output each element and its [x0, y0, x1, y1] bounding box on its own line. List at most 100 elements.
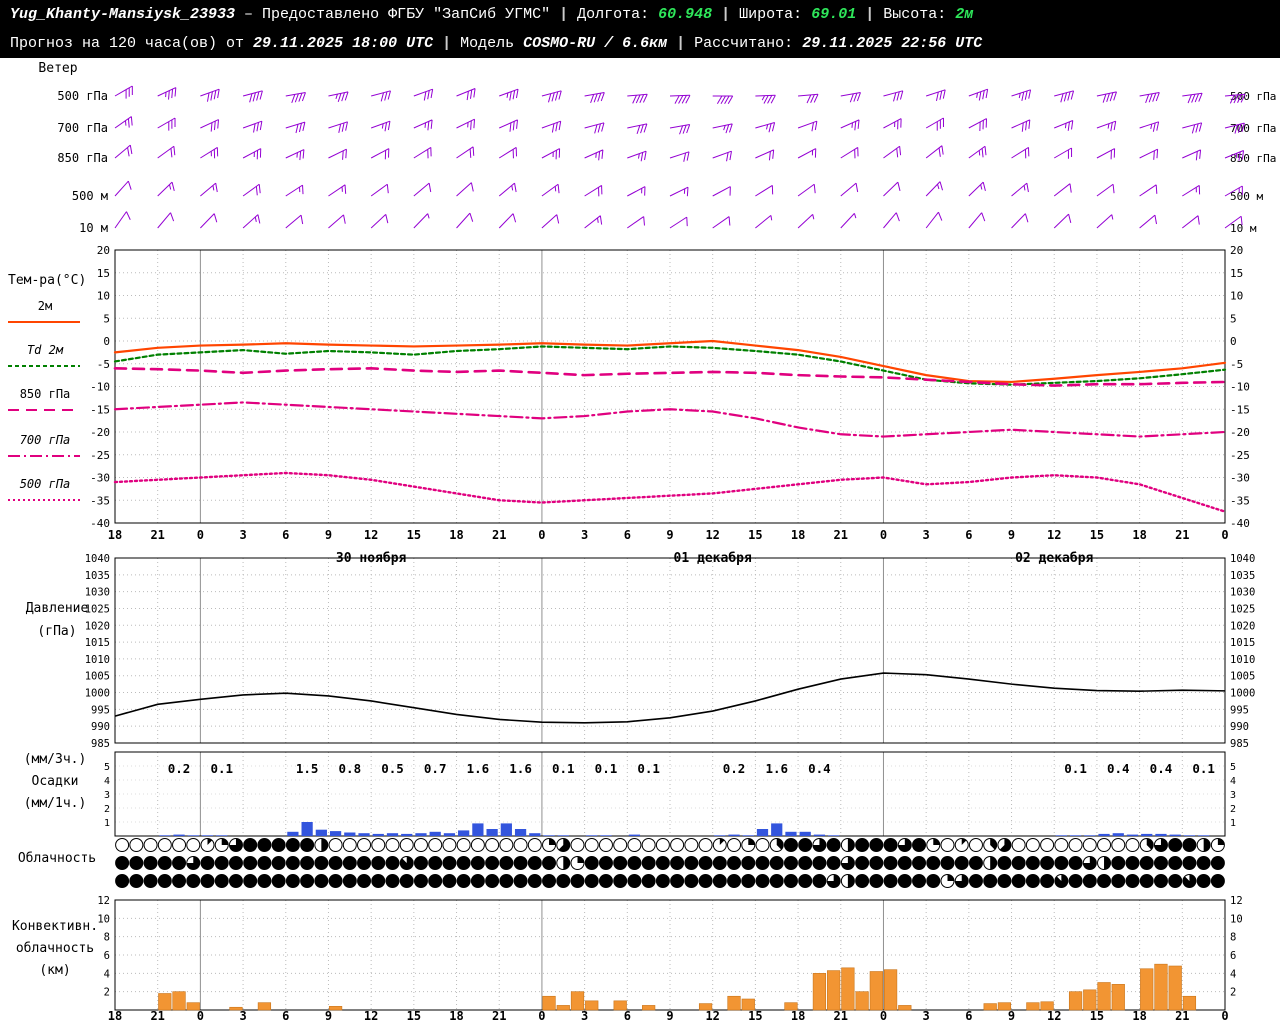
svg-text:15: 15	[1090, 1009, 1104, 1023]
svg-text:-30: -30	[90, 472, 110, 485]
svg-text:4: 4	[1230, 968, 1236, 980]
svg-text:2: 2	[104, 987, 110, 999]
svg-text:1.5: 1.5	[296, 761, 319, 776]
svg-text:0.4: 0.4	[808, 761, 831, 776]
svg-text:0.7: 0.7	[424, 761, 447, 776]
svg-text:500 м: 500 м	[72, 189, 108, 203]
svg-text:6: 6	[624, 528, 631, 542]
longitude-value: 60.948	[658, 6, 713, 23]
svg-text:6: 6	[282, 1009, 289, 1023]
svg-text:4: 4	[104, 776, 110, 787]
svg-text:1025: 1025	[85, 603, 110, 615]
altitude-value: 2м	[955, 6, 974, 23]
svg-text:12: 12	[1047, 528, 1061, 542]
svg-text:20: 20	[97, 244, 110, 257]
svg-text:1015: 1015	[85, 637, 110, 649]
svg-text:1035: 1035	[85, 570, 110, 582]
svg-text:15: 15	[748, 1009, 762, 1023]
svg-text:2: 2	[1230, 804, 1236, 815]
latitude-value: 69.01	[811, 6, 857, 23]
svg-text:5: 5	[103, 312, 110, 325]
time-axis-bottom: 18 21 0 3 6 9 12 15 18 21 0 3 6 9 12 15 18 21 0 3 6 9 12 15 18 21…	[108, 1009, 1229, 1023]
svg-text:4: 4	[104, 968, 110, 980]
svg-text:(мм/1ч.): (мм/1ч.)	[24, 796, 87, 811]
svg-text:-15: -15	[1230, 403, 1250, 416]
svg-text:500 гПа: 500 гПа	[20, 477, 71, 491]
header: Yug_Khanty-Mansiysk_23933 – Предоставлен…	[0, 0, 1280, 58]
svg-text:9: 9	[1008, 528, 1015, 542]
svg-text:0: 0	[880, 528, 887, 542]
svg-text:5: 5	[1230, 762, 1236, 773]
svg-text:1040: 1040	[1230, 553, 1255, 565]
svg-text:3: 3	[581, 1009, 588, 1023]
svg-text:500 м: 500 м	[1230, 190, 1263, 203]
svg-text:-10: -10	[90, 381, 110, 394]
calculated-label: Рассчитано:	[694, 35, 794, 52]
svg-text:9: 9	[1008, 1009, 1015, 1023]
time-axis-middle: 18 21 0 3 6 9 12 15 18 21 0 3 6 9 12 15 18 21 0 3 6 9 12 15 18 21…	[108, 528, 1229, 566]
svg-text:3: 3	[239, 1009, 246, 1023]
separator: |	[442, 35, 452, 52]
svg-text:(мм/3ч.): (мм/3ч.)	[24, 752, 87, 767]
svg-text:9: 9	[666, 528, 673, 542]
svg-text:0: 0	[1221, 528, 1228, 542]
svg-text:10 м: 10 м	[79, 221, 108, 235]
svg-text:1.6: 1.6	[467, 761, 490, 776]
svg-text:12: 12	[1230, 895, 1243, 907]
svg-text:18: 18	[108, 528, 122, 542]
temperature-panel: 20 20 15 15 10 10 5 5 0 0 -5 -5 -10 -10 -15 -15 -20 -20 -2…	[90, 244, 1250, 530]
svg-text:Давление: Давление	[26, 601, 89, 616]
svg-text:4: 4	[1230, 776, 1236, 787]
svg-text:0.4: 0.4	[1107, 761, 1130, 776]
svg-text:500 гПа: 500 гПа	[1230, 90, 1276, 103]
svg-text:21: 21	[834, 1009, 848, 1023]
longitude-label: Долгота:	[577, 6, 650, 23]
svg-text:700 гПа: 700 гПа	[1230, 122, 1276, 135]
svg-text:5: 5	[1230, 312, 1237, 325]
svg-text:10: 10	[97, 290, 110, 303]
svg-text:500 гПа: 500 гПа	[57, 89, 108, 103]
header-line-2: Прогноз на 120 часа(ов) от 29.11.2025 18…	[0, 29, 1280, 58]
svg-text:-35: -35	[90, 494, 110, 507]
svg-text:12: 12	[97, 895, 110, 907]
convective-panel: 12 12 10 10 8 8 6 6 4 4 2 2 Конвективн. облачность (км…	[12, 895, 1243, 1011]
svg-text:9: 9	[325, 1009, 332, 1023]
altitude-label: Высота:	[883, 6, 947, 23]
svg-text:12: 12	[364, 528, 378, 542]
svg-text:1: 1	[1230, 818, 1236, 829]
svg-text:995: 995	[91, 704, 110, 716]
svg-text:Td 2м: Td 2м	[27, 343, 64, 357]
svg-text:1010: 1010	[1230, 654, 1255, 666]
svg-text:9: 9	[666, 1009, 673, 1023]
model-name: COSMO-RU / 6.6км	[523, 35, 668, 52]
svg-text:8: 8	[1230, 932, 1236, 944]
svg-text:3: 3	[1230, 790, 1236, 801]
svg-text:21: 21	[834, 528, 848, 542]
svg-text:3: 3	[923, 1009, 930, 1023]
svg-text:1010: 1010	[85, 654, 110, 666]
svg-text:3: 3	[239, 528, 246, 542]
temperature-legend: Тем-ра(°C) 2м Td 2м 850 гПа 700 гПа 500 гПа	[8, 273, 86, 501]
svg-text:6: 6	[1230, 950, 1236, 962]
svg-text:18: 18	[1132, 1009, 1146, 1023]
svg-text:6: 6	[104, 950, 110, 962]
svg-text:Облачность: Облачность	[18, 851, 96, 866]
svg-text:(км): (км)	[39, 963, 70, 978]
svg-text:1025: 1025	[1230, 603, 1255, 615]
svg-text:5: 5	[104, 762, 110, 773]
chart-area: Ветер 500 гПа 500 гПа 700 гПа 700 гПа 850 гПа…	[0, 58, 1280, 1024]
svg-text:0.1: 0.1	[595, 761, 618, 776]
svg-text:21: 21	[1175, 1009, 1189, 1023]
svg-text:21: 21	[492, 1009, 506, 1023]
svg-text:0.1: 0.1	[552, 761, 575, 776]
latitude-label: Широта:	[739, 6, 803, 23]
svg-text:3: 3	[581, 528, 588, 542]
svg-text:12: 12	[364, 1009, 378, 1023]
svg-text:850 гПа: 850 гПа	[20, 387, 71, 401]
wind-panel: Ветер 500 гПа 500 гПа 700 гПа 700 гПа 850 гПа…	[38, 61, 1276, 235]
svg-text:10: 10	[97, 913, 110, 925]
svg-text:Конвективн.: Конвективн.	[12, 919, 98, 934]
svg-text:-5: -5	[1230, 358, 1243, 371]
svg-text:15: 15	[1230, 267, 1243, 280]
